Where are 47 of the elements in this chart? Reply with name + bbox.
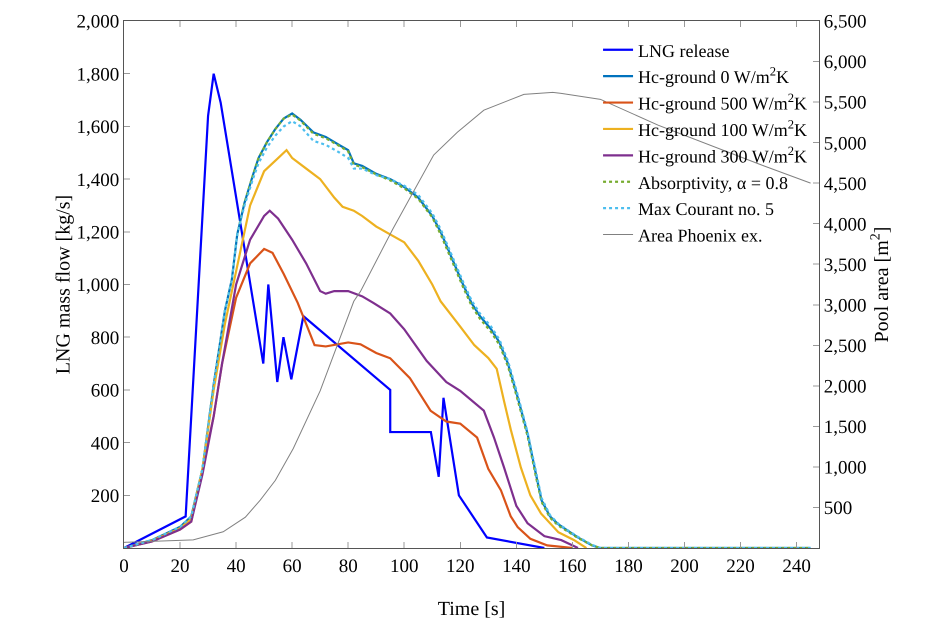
y2-tick-label: 1,500	[824, 417, 867, 438]
y2-tick-label: 6,000	[824, 52, 867, 74]
x-tick-label: 200	[670, 556, 699, 577]
y-tick-label: 800	[90, 328, 120, 349]
y2-tick-label: 500	[824, 498, 852, 520]
legend-label: Hc-ground 0 W/m$^{2}$K	[638, 64, 790, 88]
y-tick-label: 600	[90, 380, 120, 402]
y2-tick-label: 4,500	[824, 174, 867, 195]
y-tick-label: 1,400	[76, 170, 120, 191]
x-tick-label: 40	[226, 556, 246, 577]
y2-tick-label: 3,500	[824, 254, 867, 276]
y-tick-label: 2,000	[76, 12, 120, 33]
y-tick-label: 1,600	[76, 117, 120, 138]
x-tick-label: 160	[558, 556, 587, 577]
x-tick-label: 220	[726, 556, 755, 577]
y2-tick-label: 4,000	[824, 214, 867, 236]
y2-tick-label: 5,500	[824, 92, 867, 114]
x-tick-label: 20	[170, 556, 190, 577]
y2-tick-label: 2,500	[824, 336, 867, 357]
y-tick-label: 1,200	[76, 222, 120, 244]
line-series	[124, 72, 546, 548]
x-tick-label: 100	[390, 556, 418, 577]
legend-label: Hc-ground 300 W/m$^{2}$K	[638, 144, 808, 166]
y-tick-label: 200	[90, 486, 120, 507]
y-axis-title: LNG mass flow [kg/s]	[52, 194, 74, 374]
legend-label: Area Phoenix ex.	[638, 226, 763, 246]
y-tick-label: 1,800	[76, 64, 120, 86]
y2-tick-label: 6,500	[824, 12, 867, 33]
x-tick-label: 60	[282, 556, 302, 577]
legend-label: Absorptivity, α = 0.8	[638, 172, 788, 193]
x-tick-label: 180	[614, 556, 643, 577]
y2-tick-label: 1,000	[824, 458, 867, 479]
legend-label: Max Courant no. 5	[638, 199, 774, 220]
y2-tick-label: 5,000	[824, 133, 867, 154]
x-tick-label: 140	[502, 556, 531, 577]
y-tick-label: 1,000	[76, 275, 120, 296]
y2-tick-label: 2,000	[824, 376, 867, 398]
y-tick-label: 400	[90, 433, 120, 454]
y2-tick-label: 3,000	[824, 295, 867, 316]
x-tick-label: 240	[782, 556, 811, 577]
x-tick-label: 120	[446, 556, 475, 577]
x-tick-label: 0	[119, 556, 129, 577]
legend-label: Hc-ground 100 W/m$^{2}$K	[638, 117, 808, 140]
legend-label: Hc-ground 500 W/m$^{2}$K	[638, 91, 808, 114]
x-tick-label: 80	[338, 556, 358, 577]
x-axis-title: Time [s]	[438, 598, 506, 620]
legend-label: LNG release	[638, 40, 730, 61]
